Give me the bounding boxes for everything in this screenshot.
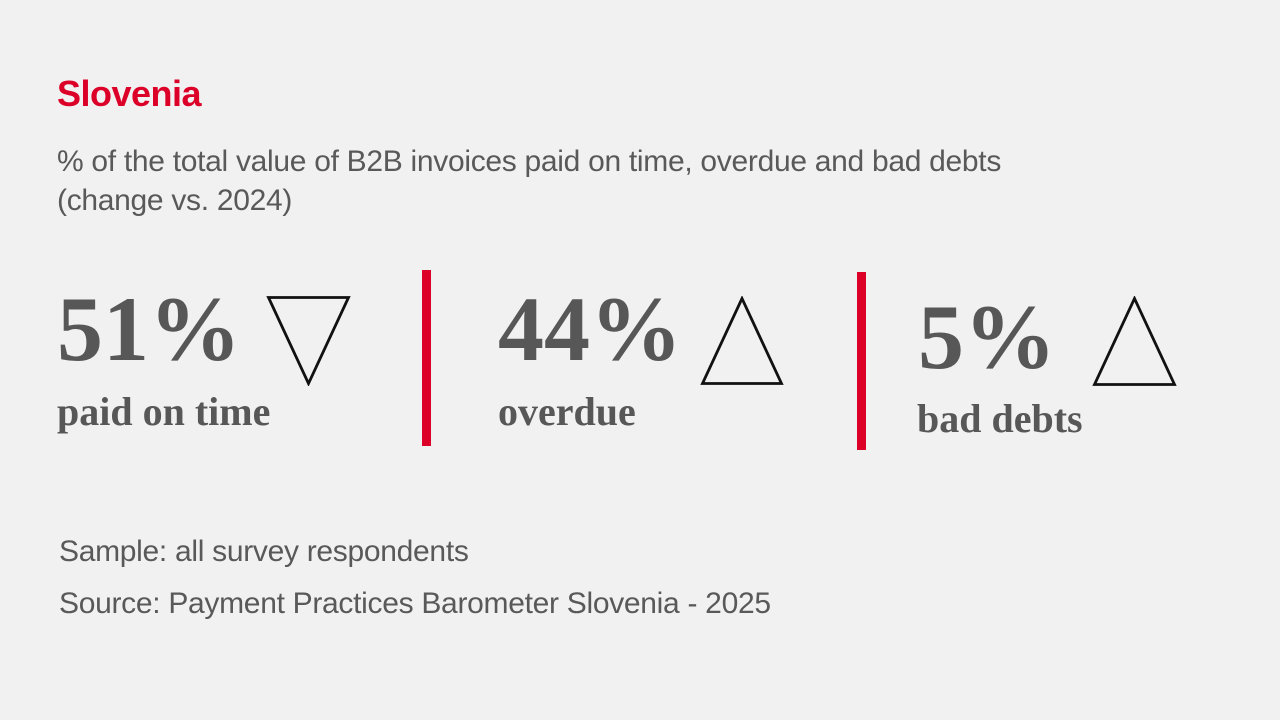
stat-label-paid-on-time: paid on time — [57, 389, 271, 434]
trend-up-icon — [1092, 296, 1177, 386]
stat-label-overdue: overdue — [498, 389, 636, 434]
chart-subtitle-line2: (change vs. 2024) — [57, 184, 293, 217]
stat-label-bad-debts: bad debts — [917, 396, 1083, 441]
sample-note: Sample: all survey respondents — [59, 535, 469, 568]
source-note: Source: Payment Practices Barometer Slov… — [59, 587, 771, 620]
stat-value-overdue: 44% — [498, 278, 682, 380]
page-title: Slovenia — [57, 73, 202, 114]
trend-up-icon — [700, 296, 784, 385]
stat-value-paid-on-time: 51% — [57, 278, 241, 380]
red-divider — [857, 272, 866, 450]
red-divider — [422, 270, 431, 446]
stat-value-bad-debts: 5% — [918, 286, 1056, 388]
chart-subtitle-line1: % of the total value of B2B invoices pai… — [57, 145, 1002, 178]
chart-subtitle: % of the total value of B2B invoices pai… — [57, 142, 1001, 220]
trend-down-icon — [266, 296, 351, 386]
